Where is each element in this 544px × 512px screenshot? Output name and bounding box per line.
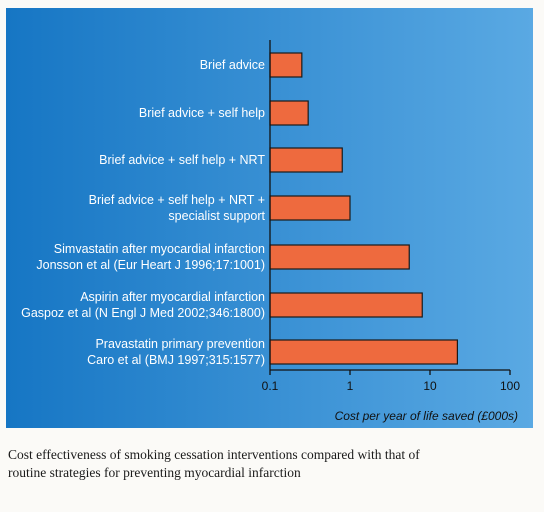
- bar-2: [269, 100, 309, 126]
- bar-7: [269, 339, 458, 365]
- category-label-7-line-1: Pravastatin primary prevention: [95, 337, 265, 351]
- category-label-5-line-1: Simvastatin after myocardial infarction: [54, 242, 265, 256]
- category-label-4-line-1: Brief advice + self help + NRT +: [89, 193, 265, 207]
- category-label-6-line-2: Gaspoz et al (N Engl J Med 2002;346:1800…: [21, 306, 265, 320]
- x-axis-label: Cost per year of life saved (£000s): [335, 409, 518, 423]
- category-label-7-line-2: Caro et al (BMJ 1997;315:1577): [87, 353, 265, 367]
- bar-chart: Brief advice Brief advice + self help Brie…: [6, 8, 533, 428]
- category-label-5-line-2: Jonsson et al (Eur Heart J 1996;17:1001): [36, 258, 265, 272]
- category-label-1: Brief advice: [200, 58, 265, 72]
- caption-line-2: routine strategies for preventing myocar…: [8, 465, 301, 480]
- category-label-4-line-2: specialist support: [168, 209, 265, 223]
- x-tick-label-10: 10: [423, 379, 437, 393]
- bar-6: [269, 292, 423, 318]
- category-label-2: Brief advice + self help: [139, 106, 265, 120]
- x-tick-label-1: 1: [347, 379, 354, 393]
- bar-4: [269, 195, 351, 221]
- caption-line-1: Cost effectiveness of smoking cessation …: [8, 447, 420, 462]
- bar-1: [269, 52, 303, 78]
- category-label-3: Brief advice + self help + NRT: [99, 153, 265, 167]
- bar-3: [269, 147, 343, 173]
- x-tick-label-0.1: 0.1: [262, 379, 279, 393]
- figure-caption: Cost effectiveness of smoking cessation …: [8, 446, 528, 482]
- bar-5: [269, 244, 410, 270]
- category-label-6-line-1: Aspirin after myocardial infarction: [80, 290, 265, 304]
- x-tick-label-100: 100: [500, 379, 520, 393]
